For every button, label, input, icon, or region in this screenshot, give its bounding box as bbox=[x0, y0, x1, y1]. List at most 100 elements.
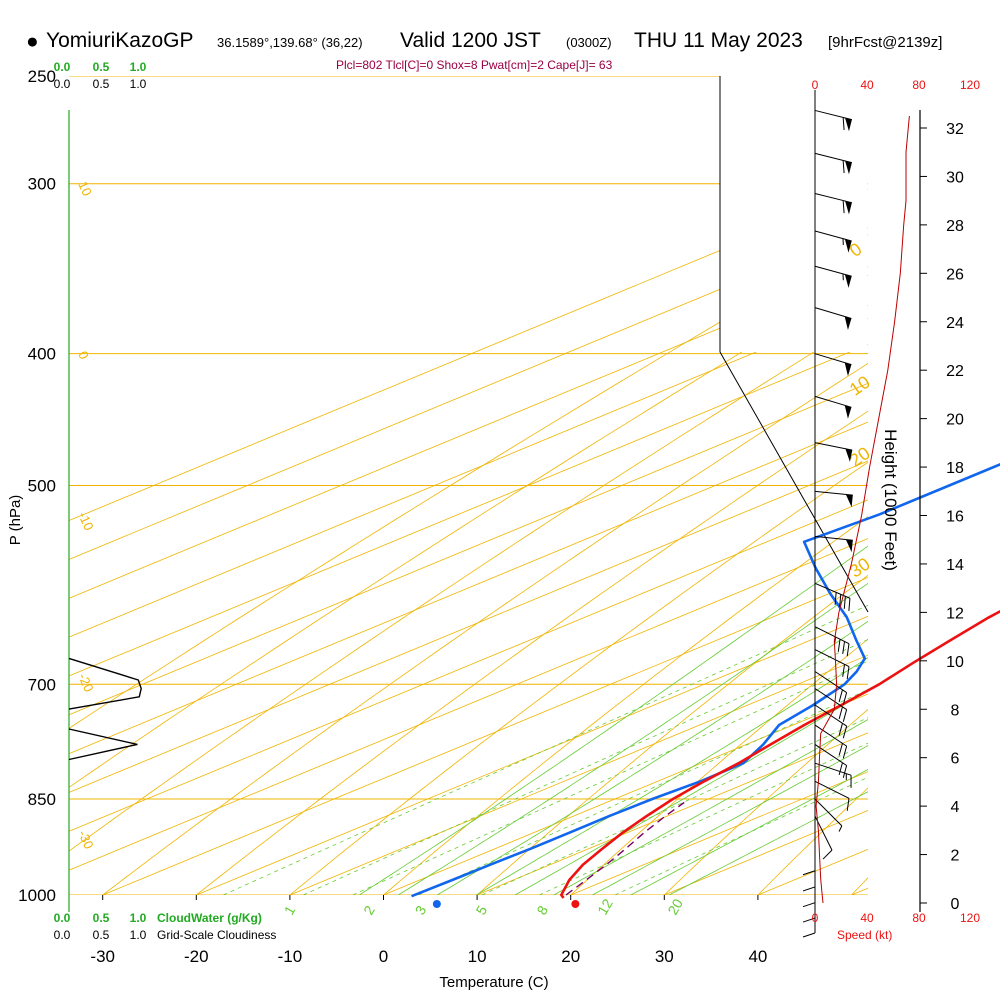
mixing-ratio-label: 5 bbox=[472, 903, 490, 918]
cloud-scale-bottom-black: 1.0 bbox=[130, 928, 147, 942]
cloud-scale-top: 0.5 bbox=[93, 60, 110, 74]
mixing-ratio-line bbox=[418, 689, 868, 895]
wind-barb-flag bbox=[845, 448, 853, 462]
moist-adiabat-line bbox=[591, 745, 868, 895]
temp-tick-label: 30 bbox=[655, 947, 674, 966]
wind-barb-full bbox=[842, 692, 848, 705]
isotherm-line bbox=[382, 693, 868, 895]
wind-barb-shaft bbox=[814, 798, 843, 827]
pressure-tick-label: 300 bbox=[28, 175, 56, 194]
valid-date: THU 11 May 2023 bbox=[634, 29, 803, 52]
surface-dew-dot bbox=[432, 900, 441, 908]
moist-adiabat-line bbox=[358, 545, 868, 895]
wind-barb-flag bbox=[845, 160, 852, 175]
wind-barb-flag bbox=[844, 239, 852, 253]
wind-barb bbox=[814, 395, 852, 419]
wind-barb bbox=[814, 535, 853, 553]
dry-adiabat-line bbox=[476, 574, 868, 895]
cloudiness-label: Grid-Scale Cloudiness bbox=[157, 928, 276, 942]
wind-barb-shaft bbox=[814, 230, 852, 242]
wind-barb-flag bbox=[845, 494, 853, 508]
wind-barb-shaft bbox=[814, 780, 850, 799]
isotherm-line bbox=[69, 460, 868, 793]
height-tick-label: 20 bbox=[946, 412, 964, 429]
wind-barb-flag bbox=[845, 539, 853, 553]
moist-adiabat-line bbox=[436, 620, 868, 895]
temp-tick-label: 10 bbox=[468, 947, 487, 966]
isotherm-line bbox=[288, 654, 868, 895]
isotherm-line bbox=[69, 227, 868, 560]
height-tick-label: 2 bbox=[951, 848, 960, 865]
mixing-ratio-label: 8 bbox=[533, 903, 551, 918]
surface-temp-dot bbox=[571, 900, 580, 908]
isotherm-label: -10 bbox=[75, 509, 96, 532]
temp-axis-label: Temperature (C) bbox=[439, 974, 548, 991]
isotherm-label: 10 bbox=[75, 179, 95, 198]
station-dot: ● bbox=[26, 30, 39, 53]
mixing-ratio-label: 2 bbox=[360, 903, 378, 918]
pressure-tick-label: 500 bbox=[28, 477, 56, 496]
wind-barb-full bbox=[846, 643, 850, 657]
isotherm-line bbox=[69, 538, 868, 871]
temp-tick-label: 40 bbox=[748, 947, 767, 966]
pressure-tick-label: 850 bbox=[28, 790, 56, 809]
wind-barb-full bbox=[838, 743, 843, 756]
wind-barb-half bbox=[838, 825, 843, 832]
wind-barb-flag bbox=[845, 117, 852, 132]
speed-scale-top: 0 bbox=[812, 78, 819, 92]
height-tick-label: 0 bbox=[951, 896, 960, 913]
wind-barb-full bbox=[842, 664, 846, 677]
wind-barb bbox=[814, 230, 852, 253]
mixing-ratio-label: 20 bbox=[664, 896, 686, 918]
wind-barb-full bbox=[843, 596, 846, 609]
mixing-ratio-line bbox=[223, 604, 868, 895]
wind-barb-full bbox=[838, 723, 843, 736]
speed-scale-bottom: 40 bbox=[860, 911, 874, 925]
height-tick-label: 22 bbox=[946, 363, 964, 380]
isotherm-label: -20 bbox=[75, 671, 96, 694]
wind-barb-shaft bbox=[814, 582, 851, 599]
isotherm-label: -30 bbox=[75, 828, 96, 851]
wind-barb bbox=[814, 265, 852, 288]
pressure-tick-label: 400 bbox=[28, 345, 56, 364]
height-tick-label: 8 bbox=[951, 702, 960, 719]
wind-barb bbox=[814, 582, 851, 611]
wind-barb bbox=[814, 671, 848, 705]
wind-barb-shaft bbox=[814, 535, 853, 541]
wind-barb bbox=[802, 895, 816, 938]
pressure-tick-label: 700 bbox=[28, 675, 56, 694]
dry-adiabat-line bbox=[757, 787, 868, 895]
wind-barb-shaft bbox=[814, 109, 852, 121]
wind-barb bbox=[802, 848, 816, 892]
profile-layer bbox=[68, 463, 1000, 908]
wind-barb-full bbox=[846, 666, 850, 680]
cloud-scale-top2: 0.0 bbox=[54, 77, 71, 91]
wind-barb bbox=[814, 626, 850, 657]
height-tick-label: 18 bbox=[946, 460, 964, 477]
moist-adiabat-line bbox=[668, 791, 868, 895]
wind-barb-shaft bbox=[814, 762, 852, 776]
mixing-ratio-label: 12 bbox=[594, 896, 616, 918]
frame-mask bbox=[720, 76, 868, 352]
height-tick-label: 24 bbox=[946, 315, 964, 332]
isotherm-line bbox=[69, 382, 868, 716]
dry-adiabat-line bbox=[382, 516, 868, 895]
wind-barb-full bbox=[842, 641, 846, 655]
wind-barb bbox=[814, 798, 843, 832]
pressure-tick-label: 1000 bbox=[18, 886, 56, 905]
temp-tick-label: -10 bbox=[278, 947, 303, 966]
temp-tick-label: 20 bbox=[561, 947, 580, 966]
wind-barb bbox=[814, 688, 848, 722]
isotherm-line bbox=[69, 343, 868, 677]
wind-barb-full bbox=[842, 765, 848, 778]
pressure-tick-label: 250 bbox=[28, 67, 56, 86]
wind-barb bbox=[814, 762, 852, 788]
wind-barb-flag bbox=[844, 405, 852, 419]
wind-barb-full bbox=[802, 886, 816, 892]
wind-barb-full bbox=[842, 200, 845, 214]
height-axis-label: Height (1000 Feet) bbox=[881, 429, 900, 571]
isotherm-line bbox=[69, 266, 868, 599]
dry-adiabat-line bbox=[663, 708, 868, 895]
